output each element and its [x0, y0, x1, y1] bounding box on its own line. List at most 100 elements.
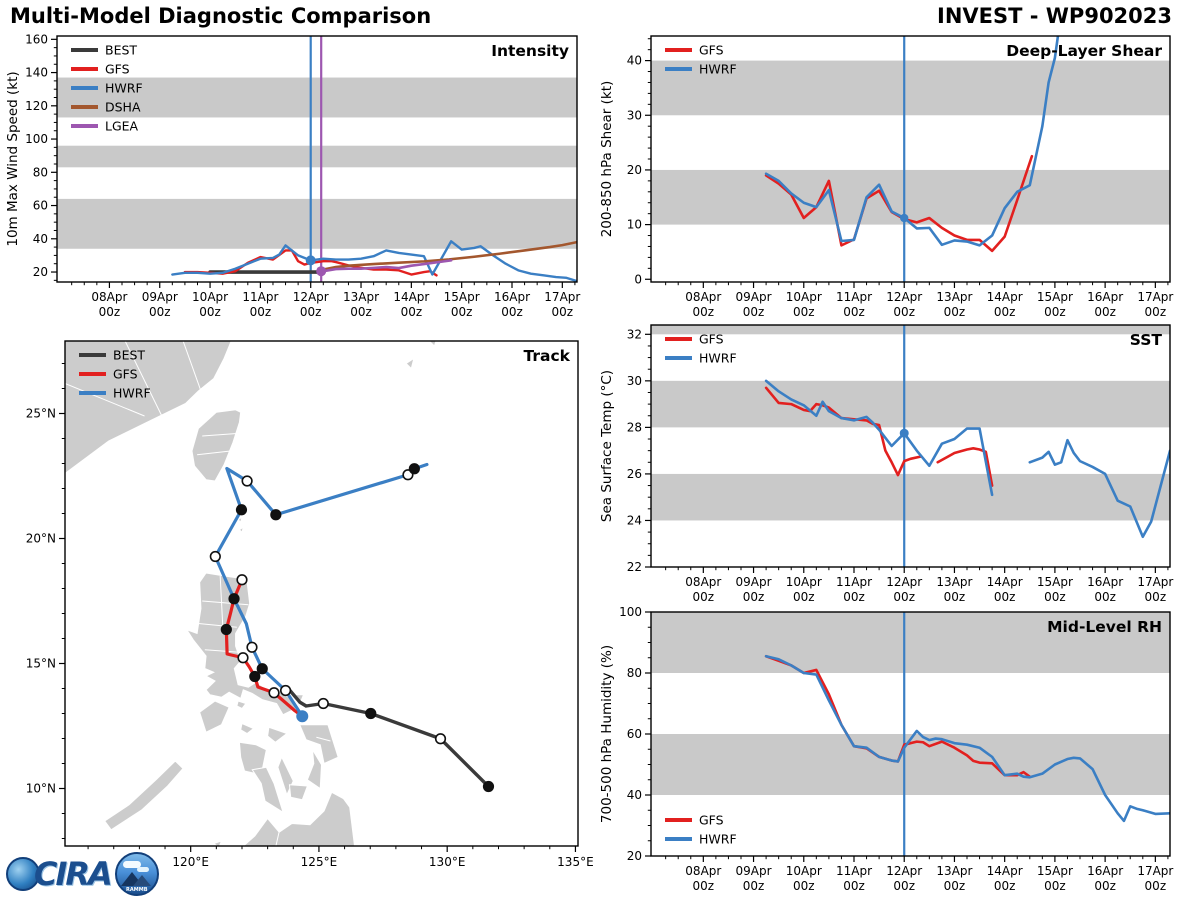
- province-border: [182, 341, 202, 392]
- track-marker-GFS-filled: [220, 623, 232, 636]
- tick-label: 16Apr: [1087, 575, 1123, 589]
- shaded-band: [651, 169, 1170, 225]
- province-border: [65, 383, 145, 417]
- tick-label: 08Apr: [685, 290, 721, 304]
- tick-label: 20: [627, 849, 642, 863]
- shaded-band: [57, 77, 577, 118]
- shaded-band: [651, 473, 1170, 521]
- tick-label: 00z: [893, 879, 915, 893]
- tick-label: 20: [33, 265, 48, 279]
- legend-label-BEST: BEST: [113, 348, 145, 363]
- initial-point-dot: [900, 213, 909, 223]
- tick-label: 160: [25, 32, 48, 46]
- tick-label: 13Apr: [343, 290, 379, 304]
- legend-label-GFS: GFS: [105, 62, 130, 77]
- track-marker-HWRF-filled: [408, 463, 420, 475]
- plot-frame-intensity: [56, 35, 578, 283]
- tick-label: 08Apr: [91, 290, 127, 304]
- tick-label: 00z: [693, 305, 715, 319]
- tick-label: 12Apr: [886, 290, 922, 304]
- tick-label: 14Apr: [393, 290, 429, 304]
- tick-label: 00z: [743, 590, 765, 604]
- track-marker-BEST-filled: [365, 707, 377, 720]
- tick-label: 00z: [693, 879, 715, 893]
- tick-label: 00z: [843, 879, 865, 893]
- panel-rh: 08Apr00z09Apr00z10Apr00z11Apr00z12Apr00z…: [599, 605, 1173, 893]
- tick-label: 20: [627, 163, 642, 177]
- tick-label: 10Apr: [786, 575, 822, 589]
- panel-title-rh: Mid-Level RH: [1047, 618, 1162, 636]
- y-ticks-shear: 0 10 20 30 40: [627, 38, 651, 286]
- legend-label-BEST: BEST: [105, 43, 137, 58]
- tick-label: 15Apr: [1037, 864, 1073, 878]
- track-marker-GFS-open: [237, 652, 249, 664]
- series-sst-HWRF: [1028, 438, 1170, 539]
- tick-label: 00z: [1044, 590, 1066, 604]
- tick-label: 13Apr: [936, 864, 972, 878]
- legend-shear: GFS HWRF: [665, 43, 737, 77]
- landmass-negros: [251, 766, 284, 814]
- tick-label: 20°N: [26, 532, 56, 546]
- province-border: [202, 600, 249, 606]
- legend-intensity: BEST GFS HWRF DSHA LGEA: [71, 43, 143, 134]
- tick-label: 00z: [350, 305, 372, 319]
- tick-label: 00z: [1094, 305, 1116, 319]
- tick-label: 12Apr: [886, 575, 922, 589]
- track-marker-HWRF-open: [279, 684, 292, 697]
- storm-id-title: INVEST - WP902023: [937, 4, 1172, 28]
- tick-label: 15Apr: [444, 290, 480, 304]
- tick-label: 120: [25, 99, 48, 113]
- legend-label-GFS: GFS: [699, 332, 724, 347]
- shaded-band: [651, 612, 1170, 673]
- tick-label: 10: [627, 218, 642, 232]
- figure-title: Multi-Model Diagnostic Comparison: [10, 4, 432, 28]
- legend-label-HWRF: HWRF: [105, 81, 143, 96]
- province-border: [204, 649, 240, 653]
- tick-label: 00z: [743, 879, 765, 893]
- tick-label: 00z: [994, 305, 1016, 319]
- tick-label: 0: [634, 272, 642, 286]
- province-border: [219, 575, 224, 627]
- tick-label: 30: [627, 374, 642, 388]
- tick-label: 14Apr: [987, 864, 1023, 878]
- legend-sst: GFS HWRF: [665, 332, 737, 366]
- tick-label: 26: [627, 467, 642, 481]
- landmass-leyte: [306, 749, 323, 790]
- tick-label: 24: [627, 513, 642, 527]
- tick-label: 16Apr: [494, 290, 530, 304]
- province-border: [275, 825, 281, 846]
- tick-label: 00z: [793, 305, 815, 319]
- legend-label-GFS: GFS: [699, 813, 724, 828]
- tick-label: 11Apr: [242, 290, 278, 304]
- tick-label: 00z: [893, 305, 915, 319]
- x-ticks-intensity: 08Apr00z09Apr00z10Apr00z11Apr00z12Apr00z…: [71, 282, 580, 319]
- tick-label: 22: [627, 560, 642, 574]
- track-marker-HWRF-filled: [256, 663, 268, 675]
- tick-label: 40: [627, 54, 642, 68]
- tick-label: 00z: [1145, 305, 1167, 319]
- tick-label: 15Apr: [1037, 290, 1073, 304]
- track-marker-HWRF-filled: [270, 509, 282, 521]
- landmass-romblon: [240, 722, 255, 735]
- tick-label: 00z: [944, 590, 966, 604]
- plot-frame-shear: [650, 35, 1171, 283]
- track-marker-HWRF-filled: [235, 504, 248, 516]
- tick-label: 00z: [99, 305, 121, 319]
- tick-label: 00z: [199, 305, 221, 319]
- track-marker-GFS-filled: [249, 670, 261, 683]
- shaded-band: [651, 60, 1170, 116]
- tick-label: 125°E: [301, 855, 338, 869]
- tick-label: 00z: [1145, 590, 1167, 604]
- tick-label: 16Apr: [1087, 864, 1123, 878]
- plot-frame-rh: [650, 611, 1171, 857]
- tick-label: 140: [25, 66, 48, 80]
- tick-label: 00z: [401, 305, 423, 319]
- province-border: [197, 450, 231, 456]
- legend-label-GFS: GFS: [113, 367, 138, 382]
- track-marker-GFS-open: [236, 574, 248, 586]
- tick-label: 00z: [693, 590, 715, 604]
- tick-label: 00z: [793, 590, 815, 604]
- legend-label-GFS: GFS: [699, 43, 724, 58]
- landmass-islet-ne-2: [428, 341, 437, 347]
